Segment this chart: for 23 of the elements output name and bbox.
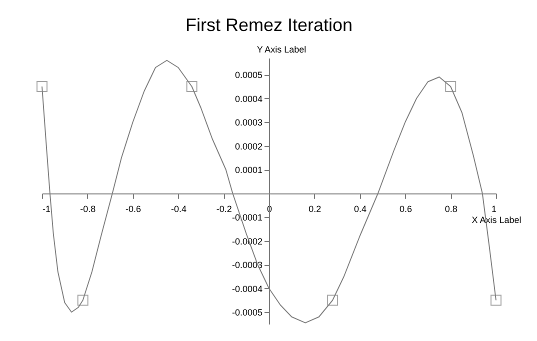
x-tick-label: -0.2 <box>216 204 232 214</box>
y-tick-label: -0.0002 <box>232 236 262 246</box>
x-axis-title: X Axis Label <box>472 214 522 225</box>
y-tick-label: -0.0003 <box>232 260 262 270</box>
x-tick-label: -1 <box>42 204 51 214</box>
y-tick-label: 0.0005 <box>234 70 262 80</box>
x-tick-label: 0.6 <box>399 204 412 214</box>
y-tick-label: 0.0002 <box>234 141 262 152</box>
y-axis-title: Y Axis Label <box>256 44 306 54</box>
y-tick-label: 0.0001 <box>234 165 262 176</box>
x-tick-label: 0.8 <box>444 204 458 214</box>
x-tick-label: -0.8 <box>80 204 96 214</box>
y-tick-label: -0.0004 <box>232 284 262 294</box>
y-tick-label: -0.0005 <box>232 308 262 318</box>
y-tick-label: 0.0004 <box>234 94 262 104</box>
x-tick-label: -0.6 <box>126 204 142 214</box>
x-tick-label: 0.2 <box>308 204 322 214</box>
x-tick-label: -0.4 <box>170 204 186 214</box>
y-tick-label: 0.0003 <box>234 118 262 128</box>
x-tick-label: 1 <box>491 204 496 214</box>
chart-title: First Remez Iteration <box>185 15 353 35</box>
y-tick-label: -0.0001 <box>232 212 262 223</box>
x-tick-label: 0.4 <box>354 204 367 214</box>
